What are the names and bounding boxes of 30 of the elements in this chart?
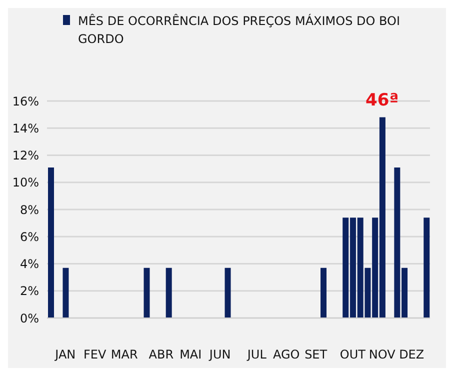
bar [424,218,430,318]
y-tick-label: 16% [12,94,39,108]
x-tick-label: FEV [84,348,108,362]
x-tick-label: NOV [368,348,396,362]
y-tick-label: 12% [12,148,39,163]
bar [62,268,69,318]
x-tick-label: JUN [208,348,231,362]
x-tick-label: ABR [148,348,174,362]
annotation: 46ª [366,90,399,110]
x-tick-label: MAI [180,348,202,362]
x-tick-label: OUT [340,348,366,362]
x-tick-label: MAR [110,348,138,362]
bar [144,268,150,318]
y-tick-label: 2% [20,284,39,298]
x-tick-label: JAN [54,348,76,362]
legend-label: MÊS DE OCORRÊNCIA DOS PREÇOS MÁXIMOS DO BOI GORDO [78,12,402,48]
bar [320,268,327,318]
x-tick-label: DEZ [399,348,424,362]
y-tick-label: 10% [12,176,39,190]
bar [48,167,54,318]
y-tick-label: 4% [20,257,39,272]
x-tick-label: AGO [273,348,300,362]
y-tick-label: 14% [12,121,39,136]
y-tick-label: 8% [20,202,39,217]
bar [166,268,172,318]
bar [224,268,231,318]
x-tick-label: SET [304,348,328,362]
x-tick-label: JUL [246,348,267,362]
y-tick-label: 0% [20,311,39,326]
y-tick-label: 6% [20,230,39,244]
